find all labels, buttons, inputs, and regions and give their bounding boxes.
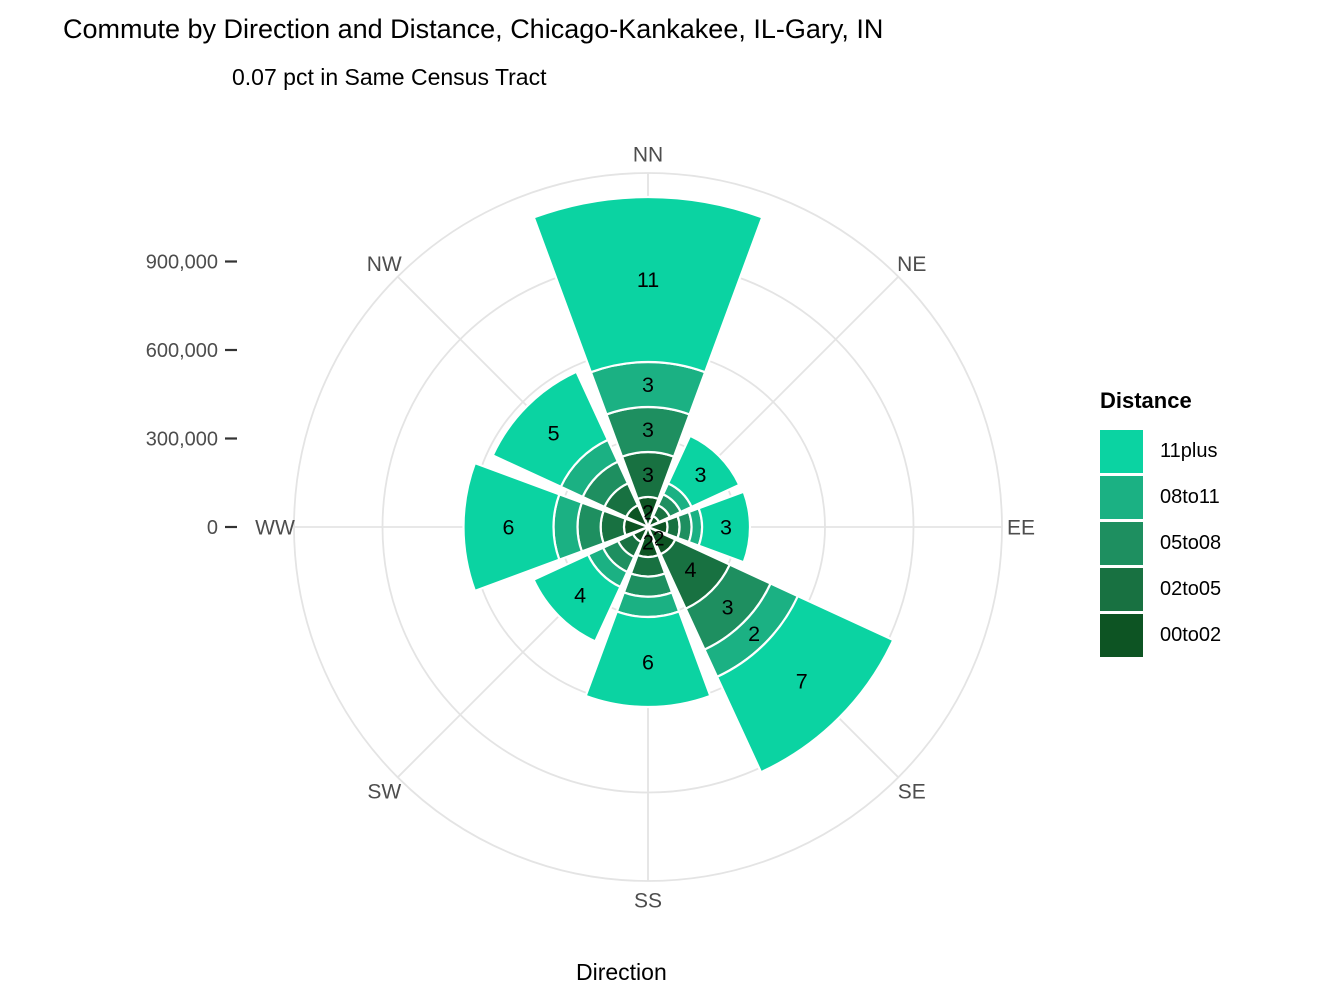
segment-label-SS: 6 xyxy=(642,651,654,675)
sector-segment-NE-11plus xyxy=(666,434,741,509)
chart-subtitle: 0.07 pct in Same Census Tract xyxy=(232,64,547,90)
segment-label-SS: 2 xyxy=(642,531,654,555)
legend-item-label: 05to08 xyxy=(1160,532,1222,554)
segment-label-SE: 2 xyxy=(748,622,760,646)
chart-title: Commute by Direction and Distance, Chica… xyxy=(63,14,884,44)
direction-label-SW: SW xyxy=(367,780,401,803)
legend-items: 11plus 08to11 05to08 02to05 00to02 xyxy=(1100,430,1221,657)
sector-segment-EE-11plus xyxy=(697,490,752,564)
sector-segment-NW-11plus xyxy=(491,370,610,489)
segment-label-SE: 4 xyxy=(684,558,696,582)
legend-item-08to11: 08to11 xyxy=(1100,476,1221,519)
segment-label-SE: 2 xyxy=(653,526,665,550)
legend-item-05to08: 05to08 xyxy=(1100,522,1221,565)
sector-segment-NN-11plus xyxy=(532,195,764,374)
legend: Distance 11plus 08to11 05to08 02to05 00to02 xyxy=(1100,388,1221,660)
sector-segment-SE-11plus xyxy=(715,594,895,774)
legend-item-label: 08to11 xyxy=(1160,486,1220,508)
legend-swatch-05to08 xyxy=(1100,522,1143,565)
segment-label-SE: 7 xyxy=(796,670,808,694)
radial-tick-label: 0 xyxy=(207,517,218,539)
legend-item-00to02: 00to02 xyxy=(1100,614,1221,657)
segment-label-SW: 4 xyxy=(574,584,586,608)
legend-item-label: 00to02 xyxy=(1160,624,1222,646)
segment-label-SE: 3 xyxy=(722,595,734,619)
legend-swatch-11plus xyxy=(1100,430,1143,473)
legend-title: Distance xyxy=(1100,388,1192,413)
sector-segment-SS-05to08 xyxy=(622,572,674,598)
legend-swatch-00to02 xyxy=(1100,614,1143,657)
sector-segment-WW-08to11 xyxy=(552,492,584,562)
radial-tick-label: 300,000 xyxy=(146,429,218,451)
sector-segment-SW-11plus xyxy=(532,553,622,643)
segment-label-NN: 3 xyxy=(642,463,654,487)
legend-swatch-08to11 xyxy=(1100,476,1143,519)
x-axis-title: Direction xyxy=(576,959,667,985)
radial-tick-label: 600,000 xyxy=(146,340,218,362)
sector-segment-SS-11plus xyxy=(584,610,712,709)
segment-label-NE: 3 xyxy=(695,463,707,487)
legend-item-label: 02to05 xyxy=(1160,578,1222,600)
direction-label-WW: WW xyxy=(255,517,295,540)
segment-label-NN: 3 xyxy=(642,418,654,442)
legend-item-11plus: 11plus xyxy=(1100,430,1221,473)
legend-item-02to05: 02to05 xyxy=(1100,568,1221,611)
segment-label-WW: 6 xyxy=(503,516,515,540)
radial-tick-label: 900,000 xyxy=(146,252,218,274)
direction-label-NN: NN xyxy=(633,144,663,167)
sector-segment-WW-11plus xyxy=(462,461,561,593)
segment-label-NN: 2 xyxy=(642,501,654,525)
segment-label-NW: 5 xyxy=(548,421,560,445)
sector-segment-SS-02to05 xyxy=(629,553,667,578)
direction-label-SE: SE xyxy=(898,780,926,803)
direction-label-NW: NW xyxy=(367,253,402,276)
direction-label-NE: NE xyxy=(897,253,926,276)
sector-segment-WW-05to08 xyxy=(576,501,606,553)
direction-label-EE: EE xyxy=(1007,517,1035,540)
legend-swatch-02to05 xyxy=(1100,568,1143,611)
direction-label-SS: SS xyxy=(634,890,662,913)
legend-item-label: 11plus xyxy=(1160,440,1218,462)
segment-label-EE: 3 xyxy=(720,516,732,540)
segment-label-NN: 11 xyxy=(637,268,659,292)
segment-label-NN: 3 xyxy=(642,373,654,397)
